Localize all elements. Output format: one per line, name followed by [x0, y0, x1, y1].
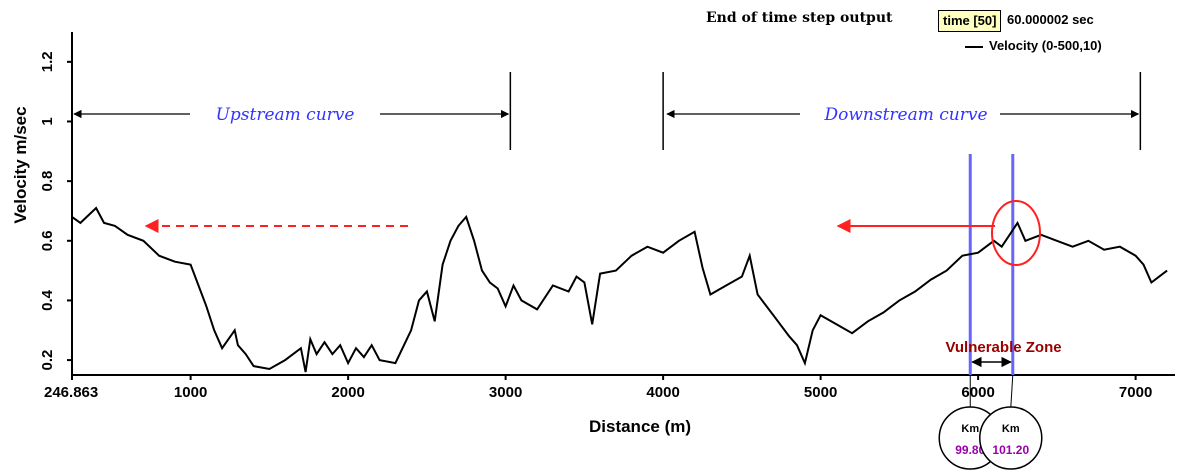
km-marker-circle	[979, 406, 1043, 470]
vulnerable-zone-label: Vulnerable Zone	[945, 339, 1061, 356]
x-tick-label: 4000	[646, 384, 679, 401]
chart-axes	[67, 32, 1175, 380]
annotation-overlay-top: Vulnerable Zone Km 99.80 Km 101.20	[144, 200, 1062, 470]
y-tick-label: 0.6	[39, 230, 56, 251]
x-tick-label: 7000	[1119, 384, 1152, 401]
header-title: End of time step output	[706, 10, 893, 26]
x-tick-label: 2000	[331, 384, 364, 401]
x-tick-label: 5000	[804, 384, 837, 401]
km-marker-unit: Km	[1002, 423, 1020, 435]
legend-series-name: Velocity (0-500,10)	[989, 38, 1102, 53]
time-step-badge: time [50]	[938, 10, 1002, 32]
time-value: 60.000002 sec	[1007, 12, 1094, 27]
y-axis-label: Velocity m/sec	[11, 106, 30, 223]
y-tick-label: 1.2	[39, 51, 56, 72]
velocity-series-line	[71, 206, 1168, 373]
km-marker-unit: Km	[961, 423, 979, 435]
x-axis-label: Distance (m)	[589, 417, 691, 436]
x-tick-label: 1000	[174, 384, 207, 401]
y-tick-label: 1	[39, 117, 56, 125]
annotation-overlay: Upstream curve Downstream curve	[73, 72, 1142, 375]
x-tick-label: 6000	[961, 384, 994, 401]
x-tick-label: 3000	[489, 384, 522, 401]
km-marker-stem	[1010, 374, 1014, 409]
y-tick-label: 0.4	[39, 289, 56, 311]
km-marker-value: 99.80	[955, 443, 985, 457]
output-header: End of time step output time [50] 60.000…	[700, 6, 1184, 32]
peak-highlight-ellipse	[991, 200, 1041, 266]
upstream-curve-label: Upstream curve	[216, 105, 355, 125]
chart-legend: Velocity (0-500,10)	[965, 38, 1102, 53]
downstream-curve-label: Downstream curve	[823, 105, 987, 125]
tick-labels: 0.2 0.4 0.6 0.8 1 1.2 246.863 1000 2000 3000 4000 5…	[39, 51, 1152, 401]
y-tick-label: 0.2	[39, 350, 56, 371]
km-marker-value: 101.20	[992, 443, 1029, 457]
x-tick-label: 246.863	[44, 384, 98, 401]
y-tick-label: 0.8	[39, 171, 56, 192]
legend-line-swatch	[965, 45, 983, 48]
